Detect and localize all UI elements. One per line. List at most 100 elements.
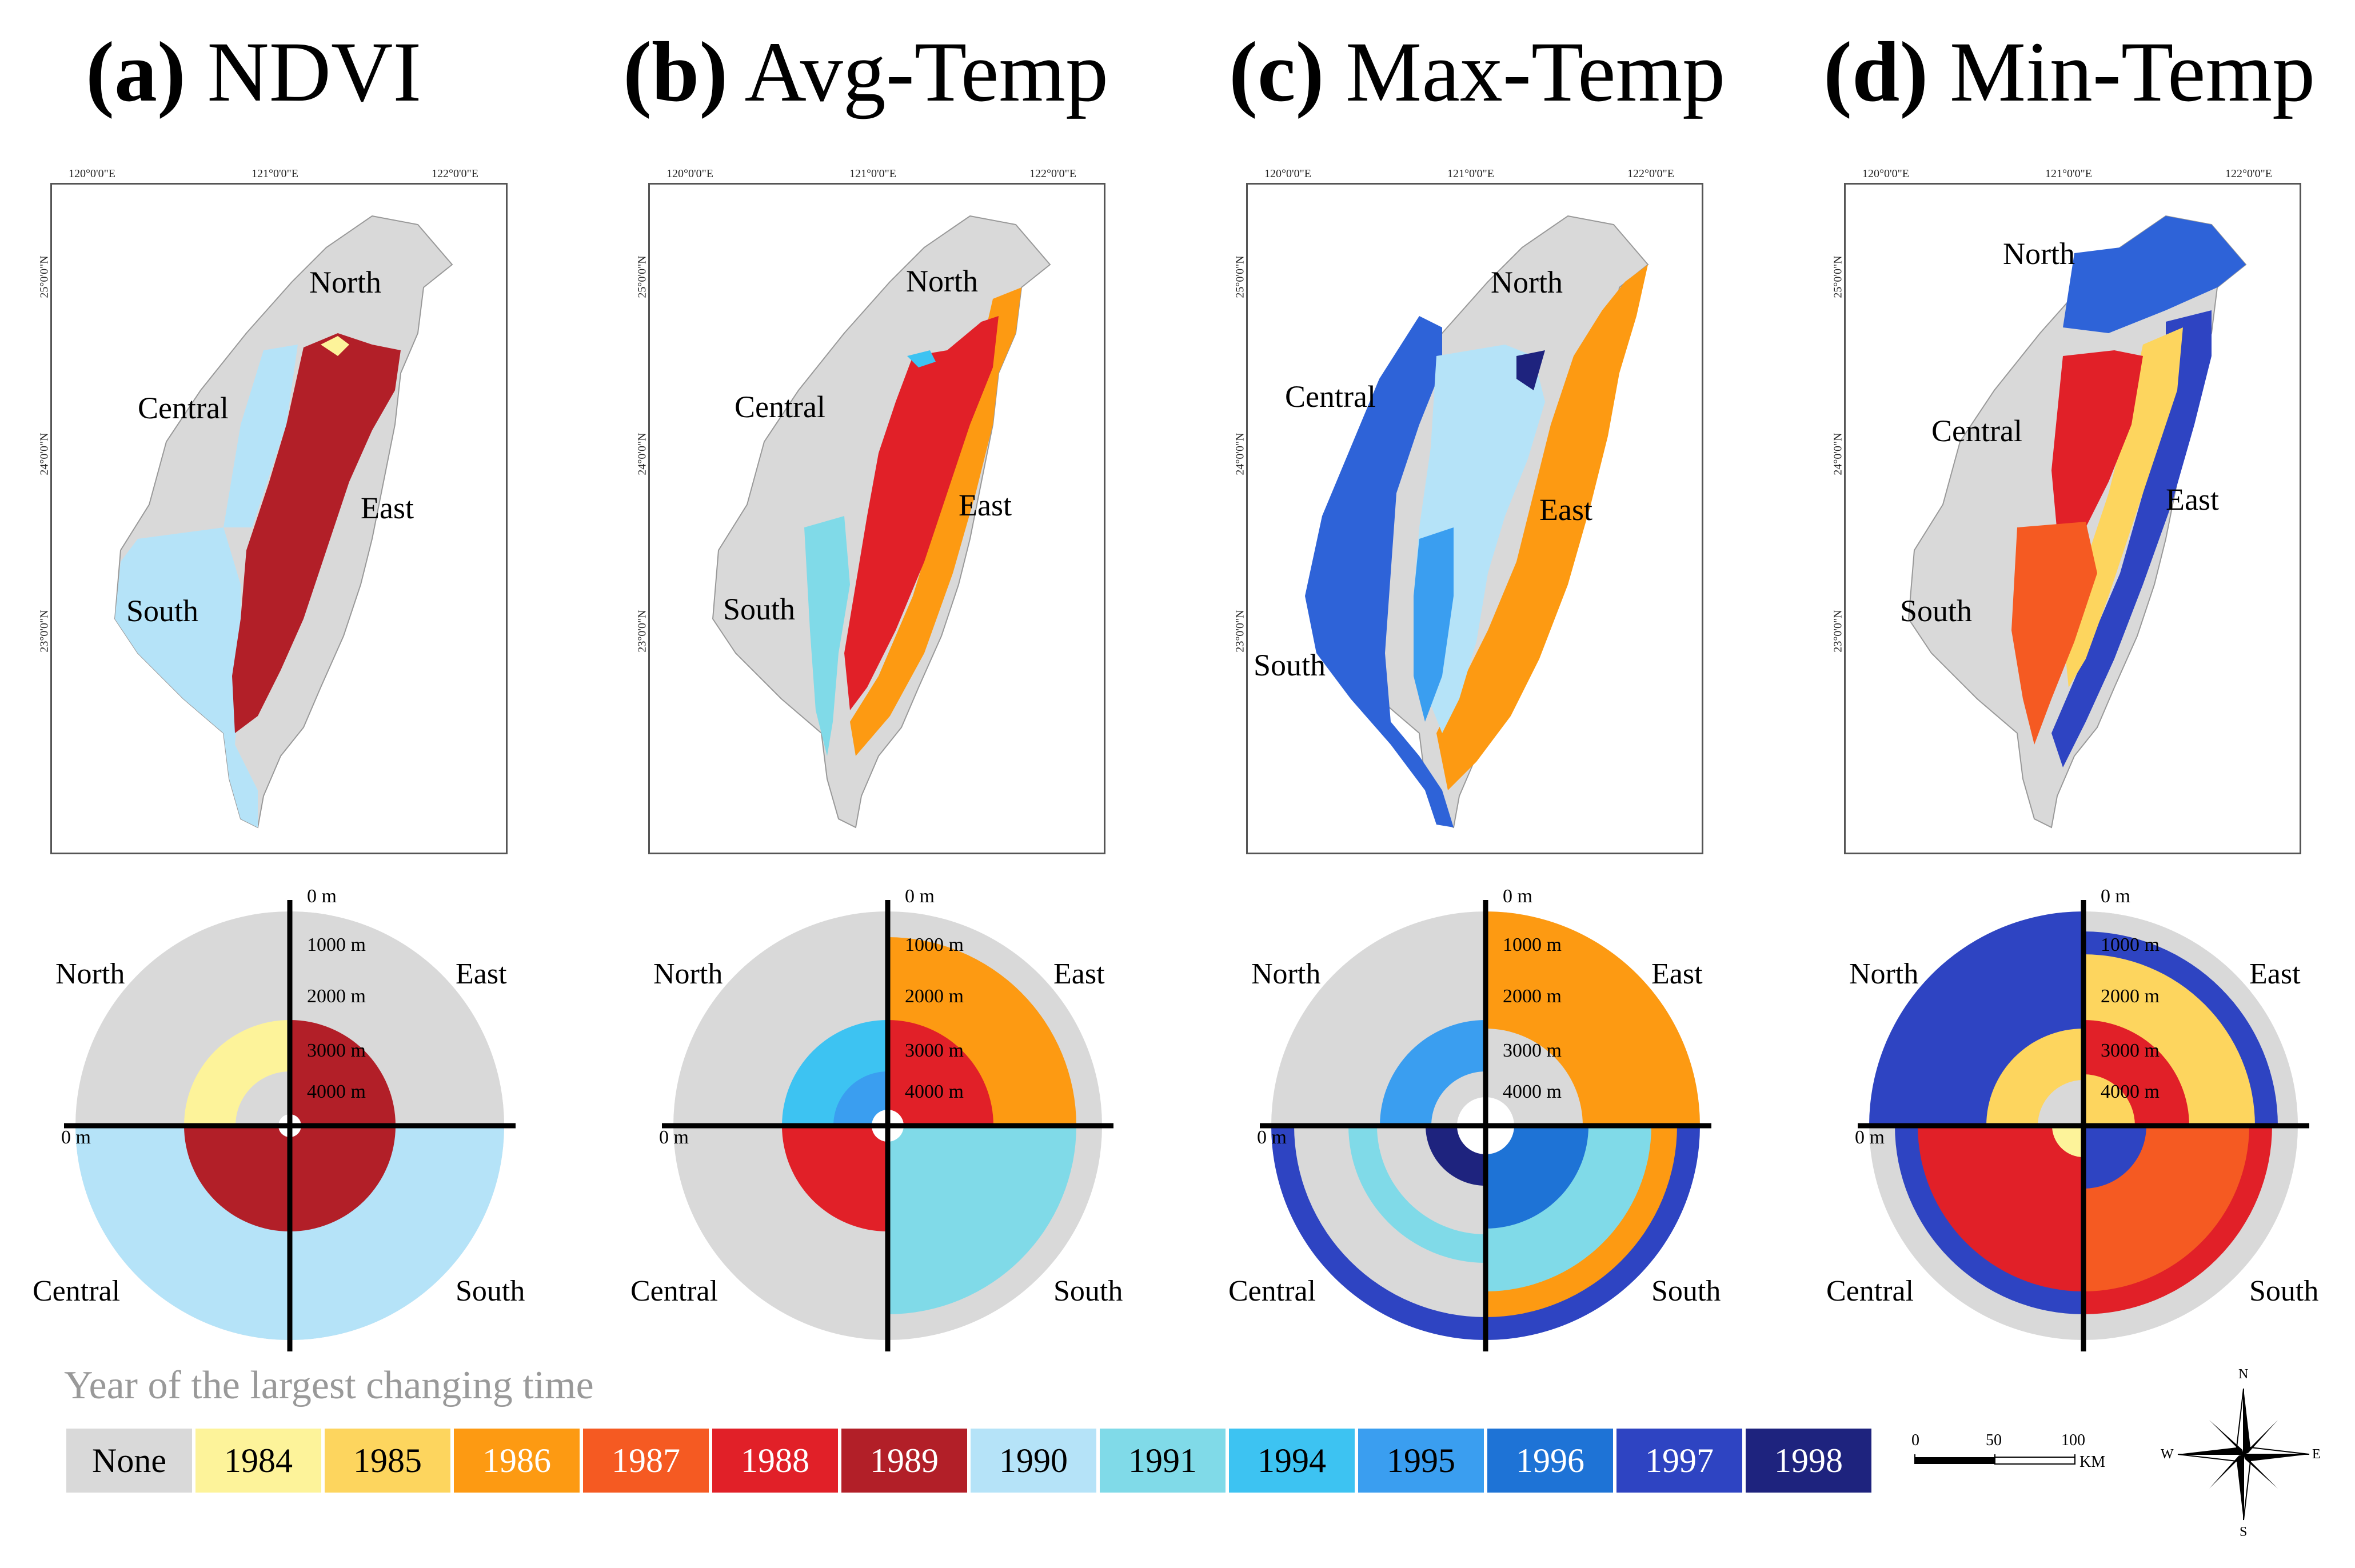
lat-tick: 24°0'0"N (38, 433, 51, 475)
scale-bar-graphic (1914, 1454, 2075, 1465)
region-1987 (2011, 522, 2097, 745)
elev-0: 0 m (1503, 886, 1532, 907)
region-1985 (2063, 327, 2183, 687)
lat-tick: 24°0'0"N (1831, 433, 1845, 475)
elev-2000: 2000 m (905, 986, 964, 1007)
panel-title-a: (a) NDVI (86, 23, 421, 131)
zero-label: 0 m (659, 1127, 689, 1148)
label-north: North (906, 264, 978, 298)
elev-2000: 2000 m (2101, 986, 2160, 1007)
elev-2000: 2000 m (1503, 986, 1562, 1007)
label-north: North (309, 265, 381, 299)
label-south: South (1651, 1275, 1721, 1307)
label-east: East (456, 958, 507, 990)
zero-label: 0 m (1257, 1127, 1287, 1148)
label-central: Central (630, 1275, 719, 1307)
lat-tick: 24°0'0"N (1234, 433, 1247, 475)
region-1991 (804, 516, 850, 756)
label-south: South (2249, 1275, 2319, 1307)
legend-swatch: 1988 (712, 1429, 838, 1493)
label-central: Central (1826, 1275, 1914, 1307)
lat-tick: 23°0'0"N (636, 610, 649, 653)
lat-tick: 23°0'0"N (38, 610, 51, 653)
legend-swatch: 1998 (1746, 1429, 1871, 1493)
label-north: North (1849, 958, 1919, 990)
legend-swatch: 1991 (1100, 1429, 1226, 1493)
panel-name: Max-Temp (1345, 25, 1726, 119)
elev-1000: 1000 m (905, 934, 964, 955)
label-north: North (1491, 265, 1563, 299)
lat-tick: 23°0'0"N (1831, 610, 1845, 653)
scale-tick-50: 50 (1986, 1431, 2002, 1449)
elev-4000: 4000 m (905, 1081, 964, 1102)
radial-chart (662, 900, 1113, 1351)
label-south: South (1254, 648, 1326, 682)
legend-swatch: None (66, 1429, 192, 1493)
map-ndvi: 120°0'0"E 121°0'0"E 122°0'0"E 25°0'0"N 2… (38, 167, 508, 854)
legend-swatch: 1990 (971, 1429, 1096, 1493)
lon-tick: 122°0'0"E (1029, 167, 1076, 180)
region-1997 (2051, 310, 2212, 767)
label-central: Central (735, 390, 825, 424)
compass-rose-icon (2177, 1388, 2310, 1521)
legend-swatch: 1989 (841, 1429, 967, 1493)
label-south: South (1053, 1275, 1123, 1307)
panel-letter: (a) (86, 25, 186, 119)
panel-title-b: (b) Avg-Temp (623, 23, 1108, 131)
elev-1000: 1000 m (307, 934, 366, 955)
elev-4000: 4000 m (1503, 1081, 1562, 1102)
scale-unit: KM (2079, 1453, 2106, 1471)
label-north: North (1251, 958, 1321, 990)
lat-tick: 25°0'0"N (636, 255, 649, 298)
radial-min-temp: North East Central South 0 m 1000 m 2000… (1826, 886, 2318, 1354)
legend-swatch: 1986 (454, 1429, 580, 1493)
legend-title: Year of the largest changing time (64, 1363, 594, 1407)
north-arrow: N S E W (2161, 1367, 2321, 1539)
legend-swatch: 1996 (1487, 1429, 1613, 1493)
elev-0: 0 m (905, 886, 935, 907)
lon-tick: 120°0'0"E (1862, 167, 1909, 180)
lon-tick: 120°0'0"E (666, 167, 713, 180)
map-min-temp: 120°0'0"E 121°0'0"E 122°0'0"E 25°0'0"N 2… (1832, 167, 2301, 854)
scale-tick-0: 0 (1911, 1431, 1919, 1449)
scale-tick-100: 100 (2061, 1431, 2085, 1449)
elev-3000: 3000 m (1503, 1040, 1562, 1061)
panel-name: NDVI (207, 25, 422, 119)
label-east: East (361, 491, 414, 525)
lat-tick: 23°0'0"N (1234, 610, 1247, 653)
elev-2000: 2000 m (307, 986, 366, 1007)
region-1988 (844, 316, 999, 710)
label-north: North (55, 958, 125, 990)
label-east: East (959, 488, 1012, 522)
region-1994 (907, 350, 936, 367)
region-1986 (1436, 265, 1648, 790)
panel-title-d: (d) Min-Temp (1823, 23, 2315, 131)
map-max-temp: 120°0'0"E 121°0'0"E 122°0'0"E 25°0'0"N 2… (1234, 167, 1703, 854)
label-east: East (2166, 482, 2219, 517)
lon-tick: 120°0'0"E (69, 167, 115, 180)
label-central: Central (1931, 414, 2022, 448)
legend-swatch: 1994 (1229, 1429, 1355, 1493)
region-central-1990 (223, 345, 298, 527)
taiwan-map (1907, 215, 2247, 829)
scale-bar: 0 50 100 KM (1909, 1431, 2126, 1477)
radial-avg-temp: North East Central South 0 m 1000 m 2000… (630, 886, 1123, 1354)
label-central: Central (1285, 379, 1376, 414)
map-avg-temp: 120°0'0"E 121°0'0"E 122°0'0"E 25°0'0"N 2… (636, 167, 1105, 854)
taiwan-map (1305, 215, 1649, 829)
label-south: South (1900, 594, 1973, 628)
lat-tick: 25°0'0"N (38, 255, 51, 298)
label-north: North (653, 958, 723, 990)
elev-1000: 1000 m (2101, 934, 2160, 955)
lon-tick: 121°0'0"E (252, 167, 298, 180)
elev-3000: 3000 m (905, 1040, 964, 1061)
region-1995 (1414, 527, 1454, 722)
legend-swatch: 1987 (583, 1429, 709, 1493)
lon-tick: 121°0'0"E (1447, 167, 1494, 180)
lon-tick: 120°0'0"E (1264, 167, 1311, 180)
label-east: East (1053, 958, 1105, 990)
label-south: South (456, 1275, 525, 1307)
label-central: Central (1228, 1275, 1316, 1307)
elev-0: 0 m (307, 886, 337, 907)
zero-label: 0 m (1855, 1127, 1885, 1148)
